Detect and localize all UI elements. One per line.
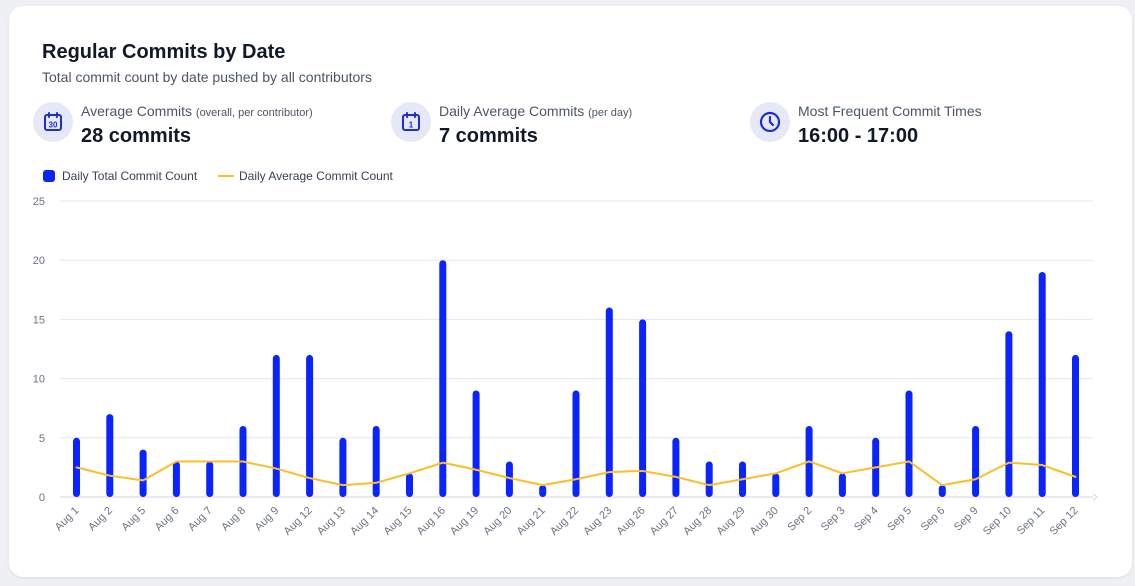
x-tick-label: Aug 29 <box>714 505 747 538</box>
x-tick-label: Aug 20 <box>481 505 514 538</box>
x-tick-label: Sep 4 <box>852 505 881 534</box>
x-axis-arrow <box>1092 493 1098 501</box>
bar <box>306 354 314 497</box>
x-tick-label: Aug 23 <box>581 505 614 538</box>
y-tick-label: 20 <box>33 255 45 267</box>
bar <box>172 461 180 497</box>
calendar-30-icon: 30 <box>33 102 73 142</box>
bar <box>972 425 980 497</box>
x-tick-label: Aug 2 <box>86 505 115 534</box>
legend-item-daily-average[interactable]: Daily Average Commit Count <box>218 169 393 183</box>
bar <box>1038 272 1046 497</box>
chart-subtitle: Total commit count by date pushed by all… <box>42 69 372 85</box>
y-tick-label: 5 <box>39 433 45 445</box>
x-tick-label: Aug 16 <box>415 505 448 538</box>
calendar-1-icon: 1 <box>391 102 431 142</box>
stat-label: Most Frequent Commit Times <box>798 103 982 119</box>
legend-label: Daily Total Commit Count <box>62 169 198 183</box>
legend-swatch-line <box>218 175 234 177</box>
x-tick-label: Aug 13 <box>315 505 348 538</box>
bar <box>272 354 280 497</box>
stat-label: Daily Average Commits (per day) <box>439 103 633 119</box>
bar <box>505 461 513 497</box>
bar <box>1072 354 1079 497</box>
x-tick-label: Sep 2 <box>785 505 814 534</box>
bar <box>938 485 946 497</box>
clock-icon <box>750 102 790 142</box>
x-tick-label: Aug 5 <box>119 505 148 534</box>
chart-title: Regular Commits by Date <box>42 41 286 63</box>
x-tick-label: Aug 27 <box>648 505 681 538</box>
x-tick-label: Sep 6 <box>919 505 948 534</box>
x-tick-label: Aug 8 <box>219 505 248 534</box>
stat-value: 28 commits <box>81 125 192 147</box>
stat-label: Average Commits (overall, per contributo… <box>81 103 313 119</box>
x-tick-label: Aug 1 <box>53 505 82 534</box>
legend-item-daily-total[interactable]: Daily Total Commit Count <box>43 169 197 183</box>
bar <box>539 485 547 497</box>
bar <box>206 461 214 497</box>
bar <box>639 319 647 497</box>
bar <box>772 473 780 497</box>
x-tick-label: Aug 22 <box>548 505 581 538</box>
bar <box>339 437 347 497</box>
x-tick-label: Aug 9 <box>253 505 282 534</box>
x-tick-label: Aug 6 <box>153 505 182 534</box>
legend-swatch-bar <box>43 170 55 182</box>
x-tick-label: Aug 7 <box>186 505 215 534</box>
bar <box>705 461 713 497</box>
bar <box>905 390 913 497</box>
legend-label: Daily Average Commit Count <box>239 169 393 183</box>
x-tick-label: Sep 12 <box>1047 505 1080 538</box>
svg-text:1: 1 <box>409 121 414 130</box>
stat-value: 7 commits <box>439 125 538 147</box>
y-tick-label: 15 <box>33 314 45 326</box>
x-tick-label: Aug 30 <box>748 505 781 538</box>
y-tick-label: 25 <box>33 196 45 208</box>
x-tick-label: Aug 19 <box>448 505 481 538</box>
x-tick-label: Sep 5 <box>885 505 914 534</box>
x-tick-label: Aug 15 <box>381 505 414 538</box>
chart-card: Regular Commits by Date Total commit cou… <box>9 6 1132 577</box>
x-tick-label: Aug 14 <box>348 505 381 538</box>
bar <box>1005 331 1013 497</box>
x-tick-label: Sep 11 <box>1015 505 1048 538</box>
y-tick-label: 10 <box>33 374 45 386</box>
bar <box>372 425 380 497</box>
bar <box>406 473 413 497</box>
bar <box>439 260 447 497</box>
y-tick-label: 0 <box>39 492 45 504</box>
x-tick-label: Sep 10 <box>981 505 1014 538</box>
bar <box>838 473 846 497</box>
bar <box>572 390 580 497</box>
svg-text:30: 30 <box>49 121 58 130</box>
x-tick-label: Aug 28 <box>681 505 714 538</box>
bar <box>106 414 114 497</box>
x-tick-label: Aug 21 <box>515 505 548 538</box>
x-tick-label: Sep 3 <box>819 505 848 534</box>
x-tick-label: Aug 26 <box>615 505 648 538</box>
bar <box>605 307 613 497</box>
bar <box>472 390 480 497</box>
x-tick-label: Aug 12 <box>282 505 315 538</box>
x-tick-label: Sep 9 <box>952 505 981 534</box>
bar <box>139 449 147 497</box>
bar <box>672 437 680 497</box>
stat-value: 16:00 - 17:00 <box>798 125 919 147</box>
